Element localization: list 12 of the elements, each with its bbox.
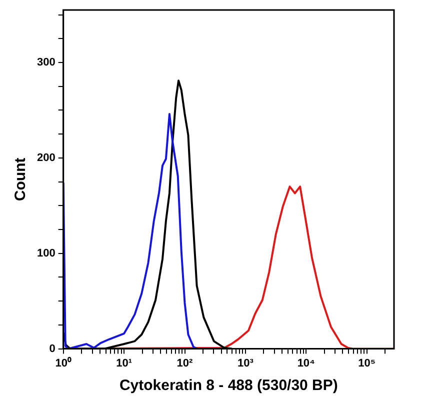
y-tick-label: 100 (36, 247, 56, 260)
y-tick-label: 0 (49, 342, 56, 355)
y-tick-label: 200 (36, 152, 56, 164)
x-tick-label: 10¹ (116, 357, 132, 370)
x-tick-label: 10³ (238, 357, 254, 370)
y-axis-title: Count (12, 158, 30, 202)
x-axis-title: Cytokeratin 8 - 488 (530/30 BP) (119, 377, 338, 394)
x-tick-label: 10⁰ (55, 356, 72, 370)
y-tick-label: 300 (36, 56, 56, 69)
x-tick-label: 10⁵ (358, 357, 376, 370)
x-tick-label: 10⁴ (297, 357, 315, 370)
x-tick-label: 10² (176, 357, 194, 370)
